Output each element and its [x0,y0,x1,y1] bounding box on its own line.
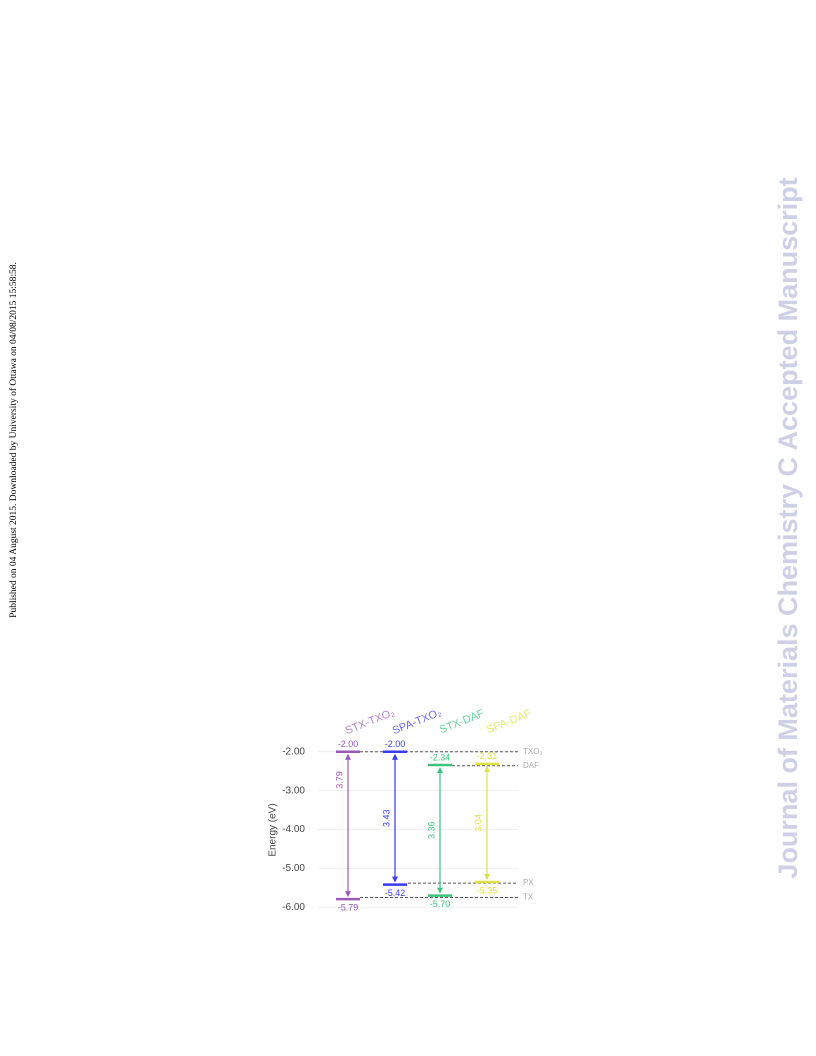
arrow-head [437,766,443,773]
y-tick-label: -4.00 [282,824,305,835]
y-tick-label: -2.00 [282,746,305,757]
homo-label: -5.70 [430,899,451,909]
lumo-label: -2.00 [385,739,406,749]
category-label: SPA-TXO₂ [391,707,443,738]
y-axis-title: Energy (eV) [268,803,279,856]
gap-label: 3.79 [334,771,344,789]
homo-label: -5.35 [477,885,498,895]
y-tick-label: -5.00 [282,863,305,874]
homo-label: -5.42 [385,888,406,898]
arrow-head [392,876,398,883]
reference-label: TX [523,893,534,902]
gap-label: 3.04 [473,814,483,832]
reference-label: PX [523,878,534,887]
gap-label: 3.36 [426,822,436,840]
side-note: Published on 04 August 2015. Downloaded … [8,262,19,618]
reference-label: DAF [523,761,539,770]
watermark: Journal of Materials Chemistry C Accepte… [773,177,803,878]
reference-label: TXO₂ [523,747,543,756]
arrow-head [484,765,490,772]
arrow-head [437,887,443,894]
y-tick-label: -3.00 [282,785,305,796]
y-tick-label: -6.00 [282,902,305,913]
lumo-label: -2.31 [477,751,498,761]
lumo-label: -2.00 [338,739,359,749]
lumo-label: -2.34 [430,752,451,762]
category-label: STX-TXO₂ [344,707,397,738]
arrow-head [392,753,398,760]
arrow-head [484,873,490,880]
homo-label: -5.79 [338,902,359,912]
arrow-head [345,891,351,898]
category-label: SPA-DAF [485,707,533,736]
category-label: STX-DAF [438,707,486,736]
gap-label: 3.43 [381,809,391,827]
arrow-head [345,753,351,760]
